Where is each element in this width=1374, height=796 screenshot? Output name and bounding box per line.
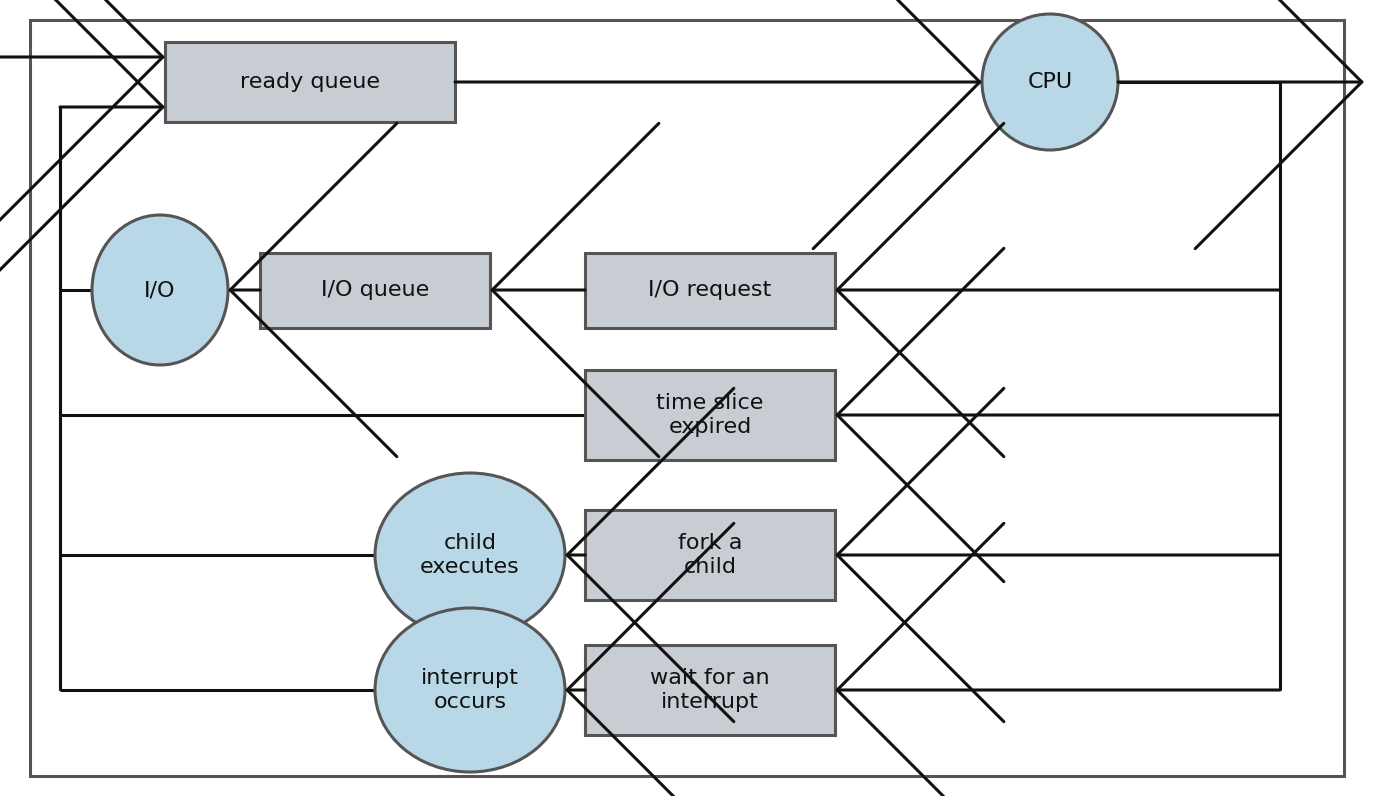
Ellipse shape — [375, 608, 565, 772]
FancyBboxPatch shape — [585, 370, 835, 460]
Text: I/O request: I/O request — [649, 280, 772, 300]
Ellipse shape — [375, 473, 565, 637]
FancyBboxPatch shape — [585, 252, 835, 327]
Text: I/O queue: I/O queue — [322, 280, 429, 300]
Text: fork a
child: fork a child — [677, 533, 742, 576]
FancyBboxPatch shape — [585, 645, 835, 735]
Ellipse shape — [92, 215, 228, 365]
Text: wait for an
interrupt: wait for an interrupt — [650, 669, 769, 712]
Text: I/O: I/O — [144, 280, 176, 300]
Text: time slice
expired: time slice expired — [657, 393, 764, 436]
FancyBboxPatch shape — [585, 510, 835, 600]
FancyBboxPatch shape — [260, 252, 491, 327]
FancyBboxPatch shape — [165, 42, 455, 122]
Text: ready queue: ready queue — [240, 72, 381, 92]
Text: CPU: CPU — [1028, 72, 1073, 92]
Text: interrupt
occurs: interrupt occurs — [420, 669, 519, 712]
Text: child
executes: child executes — [420, 533, 519, 576]
Ellipse shape — [982, 14, 1118, 150]
